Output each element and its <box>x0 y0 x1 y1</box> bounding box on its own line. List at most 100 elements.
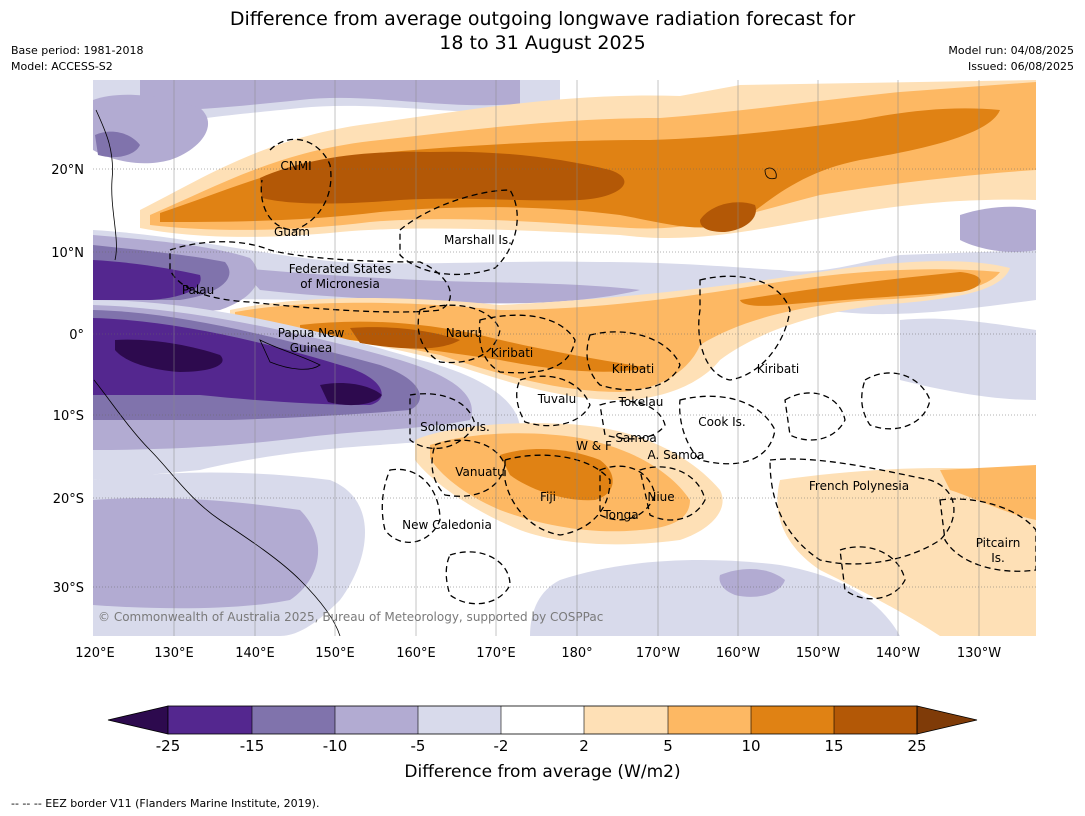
band-orange-southeast-med <box>940 465 1036 520</box>
ocean-anomaly-field: CNMI Guam Marshall Is. Federated States … <box>93 80 1036 636</box>
x-tick: 160°E <box>396 646 436 661</box>
x-tick: 150°W <box>796 646 840 661</box>
y-tick: 0° <box>69 328 84 343</box>
place-label: Solomon Is. <box>420 420 490 434</box>
y-tick: 20°N <box>51 163 84 178</box>
colorbar-swatch <box>252 706 335 734</box>
colorbar-swatch <box>335 706 418 734</box>
graticule <box>93 168 1036 588</box>
place-label: Tuvalu <box>537 392 577 406</box>
band-purple-west-dark <box>93 260 201 300</box>
colorbar-tick-labels: -25 -15 -10 -5 -2 2 5 10 15 25 <box>156 737 927 755</box>
issued-date: Issued: 06/08/2025 <box>967 60 1074 73</box>
place-label: New Caledonia <box>402 518 492 532</box>
colorbar-swatch <box>668 706 751 734</box>
x-tick: 170°E <box>476 646 516 661</box>
x-tick: 140°E <box>235 646 275 661</box>
model-run: Model run: 04/08/2025 <box>948 44 1074 57</box>
x-tick: 130°W <box>957 646 1001 661</box>
band-purple-southwest-darker <box>93 318 382 405</box>
y-tick: 10°S <box>53 409 84 424</box>
place-label: Federated States <box>289 262 391 276</box>
place-label: Samoa <box>615 431 656 445</box>
place-label: Vanuatu <box>455 465 505 479</box>
place-label: Pitcairn <box>976 536 1021 550</box>
colorbar-tick: 15 <box>824 737 843 755</box>
band-orange-north-darkest-2 <box>700 202 756 232</box>
eez-borders <box>169 138 1036 605</box>
band-purple-north-med <box>140 80 520 111</box>
map-title-line2: 18 to 31 August 2025 <box>439 32 646 54</box>
place-label: Palau <box>182 283 214 297</box>
place-label: Is. <box>991 551 1005 565</box>
place-label: Niue <box>647 490 674 504</box>
band-orange-north-darkest <box>260 151 625 204</box>
place-label: Guam <box>274 225 310 239</box>
band-purple-northwest-dark <box>95 131 140 158</box>
place-label: of Micronesia <box>300 277 380 291</box>
place-label: Fiji <box>540 490 556 504</box>
colorbar-tick: -5 <box>411 737 426 755</box>
graticule-meridians <box>173 80 980 636</box>
coastlines <box>93 109 777 636</box>
band-orange-east-dark <box>740 272 981 306</box>
colorbar-swatch <box>834 706 917 734</box>
colorbar-extend-low <box>107 705 169 735</box>
place-label: Guinea <box>290 341 333 355</box>
x-tick: 180° <box>561 646 592 661</box>
band-purple-7n-med <box>240 268 640 304</box>
band-purple-southeast-med <box>719 568 785 597</box>
place-labels: CNMI Guam Marshall Is. Federated States … <box>182 159 1020 565</box>
colorbar-swatch <box>584 706 668 734</box>
x-tick: 120°E <box>75 646 115 661</box>
colorbar-tick: 5 <box>663 737 673 755</box>
place-label: Cook Is. <box>698 415 745 429</box>
band-orange-south-dark <box>500 448 613 501</box>
x-tick: 130°E <box>154 646 194 661</box>
colorbar-frame <box>167 705 918 735</box>
band-purple-southwest-darkest-2 <box>320 383 382 406</box>
y-tick-labels: 20°N 10°N 0° 10°S 20°S 30°S <box>51 163 84 596</box>
band-purple-southwest-darkest <box>115 339 223 372</box>
place-label: Papua New <box>278 326 345 340</box>
colorbar <box>107 705 978 735</box>
footnote-eez: -- -- -- EEZ border V11 (Flanders Marine… <box>11 797 320 810</box>
place-label: Kiribati <box>491 346 533 360</box>
band-orange-southeast-light <box>777 468 1036 636</box>
colorbar-title: Difference from average (W/m2) <box>404 762 681 782</box>
colorbar-swatch <box>751 706 834 734</box>
place-label: Kiribati <box>757 362 799 376</box>
band-purple-southeast-light <box>530 560 900 636</box>
place-label: W & F <box>576 439 612 453</box>
colorbar-tick: -2 <box>494 737 509 755</box>
colorbar-tick: 25 <box>907 737 926 755</box>
colorbar-swatch <box>418 706 501 734</box>
x-tick: 140°W <box>876 646 920 661</box>
colorbar-tick: -25 <box>156 737 181 755</box>
place-label: French Polynesia <box>809 479 909 493</box>
map-title-line1: Difference from average outgoing longwav… <box>229 8 856 30</box>
colorbar-swatch <box>501 706 584 734</box>
place-label: Tokelau <box>618 395 664 409</box>
place-label: Marshall Is. <box>444 233 512 247</box>
x-tick: 160°W <box>716 646 760 661</box>
place-label: Tonga <box>602 508 638 522</box>
copyright-text: © Commonwealth of Australia 2025, Bureau… <box>98 610 603 624</box>
y-tick: 30°S <box>53 581 84 596</box>
colorbar-swatch <box>168 706 252 734</box>
x-tick: 170°W <box>636 646 680 661</box>
place-label: CNMI <box>280 159 311 173</box>
base-period: Base period: 1981-2018 <box>11 44 144 57</box>
x-tick: 150°E <box>315 646 355 661</box>
colorbar-tick: -10 <box>323 737 348 755</box>
colorbar-tick: -15 <box>240 737 265 755</box>
place-label: Kiribati <box>612 362 654 376</box>
band-purple-south-med <box>93 498 319 609</box>
colorbar-extend-high <box>916 705 978 735</box>
y-tick: 10°N <box>51 246 84 261</box>
y-tick: 20°S <box>53 492 84 507</box>
x-tick-labels: 120°E 130°E 140°E 150°E 160°E 170°E 180°… <box>75 646 1001 661</box>
band-purple-east-light <box>900 318 1036 400</box>
colorbar-tick: 10 <box>741 737 760 755</box>
